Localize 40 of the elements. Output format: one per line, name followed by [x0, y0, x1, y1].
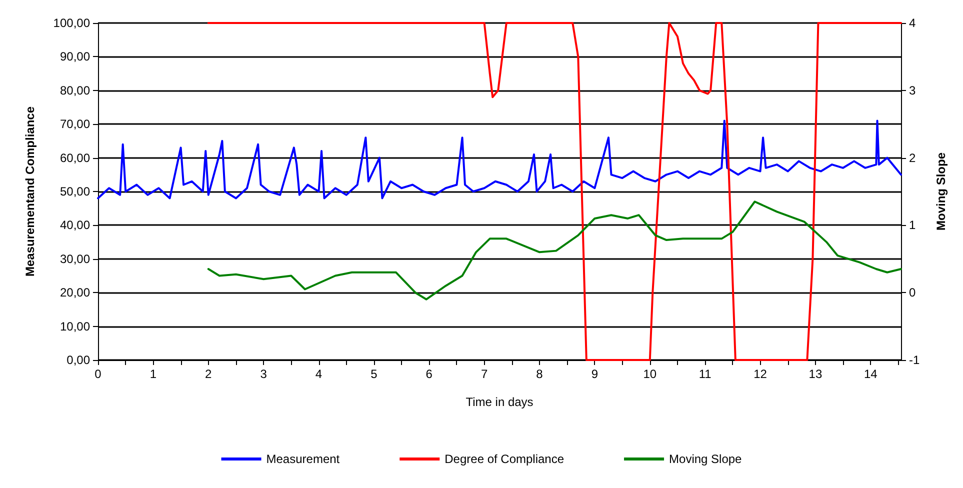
x-tick-label: 14	[864, 367, 878, 381]
y2-tick-label: 1	[909, 218, 916, 232]
y-tick-label: 30,00	[60, 252, 90, 266]
y-tick-label: 100,00	[53, 16, 90, 30]
y-tick-label: 50,00	[60, 184, 90, 198]
x-tick-label: 3	[260, 367, 268, 381]
y-axis-title: Measurementand Compliance	[23, 106, 37, 277]
x-tick-label: 2	[205, 367, 212, 381]
x-tick-label: 0	[94, 367, 102, 381]
y2-tick-label: -1	[909, 353, 920, 367]
y-tick-label: 60,00	[60, 150, 90, 165]
y2-axis-title: Moving Slope	[934, 152, 948, 230]
x-tick-label: 8	[536, 367, 544, 381]
x-tick-label: 12	[754, 367, 768, 381]
x-axis-title: Time in days	[466, 395, 534, 409]
y-tick-label: 0,00	[66, 353, 90, 367]
x-tick-label: 9	[591, 367, 598, 381]
y-tick-label: 10,00	[60, 319, 90, 334]
x-tick-label: 4	[315, 367, 322, 381]
line-series	[207, 200, 902, 300]
x-tick-label: 1	[150, 367, 157, 381]
y2-tick-label: 2	[909, 150, 916, 165]
legend-label: Measurement	[266, 452, 340, 466]
y-tick-label: 70,00	[60, 117, 90, 132]
y-tick-label: 90,00	[60, 50, 90, 64]
legend-label: Degree of Compliance	[444, 452, 564, 466]
y2-tick-label: 3	[909, 83, 916, 98]
line-series	[207, 22, 902, 361]
y-tick-label: 40,00	[60, 218, 90, 232]
x-tick-label: 10	[643, 367, 657, 381]
x-tick-label: 13	[808, 367, 822, 381]
legend-label: Moving Slope	[669, 452, 742, 466]
y2-tick-label: 0	[909, 286, 916, 300]
x-tick-label: 6	[426, 367, 433, 381]
x-tick-label: 5	[370, 367, 378, 381]
y-tick-label: 20,00	[60, 286, 90, 300]
y-tick-label: 80,00	[60, 83, 90, 98]
x-tick-label: 7	[480, 367, 488, 381]
x-tick-label: 11	[698, 367, 712, 381]
y2-tick-label: 4	[909, 16, 916, 30]
